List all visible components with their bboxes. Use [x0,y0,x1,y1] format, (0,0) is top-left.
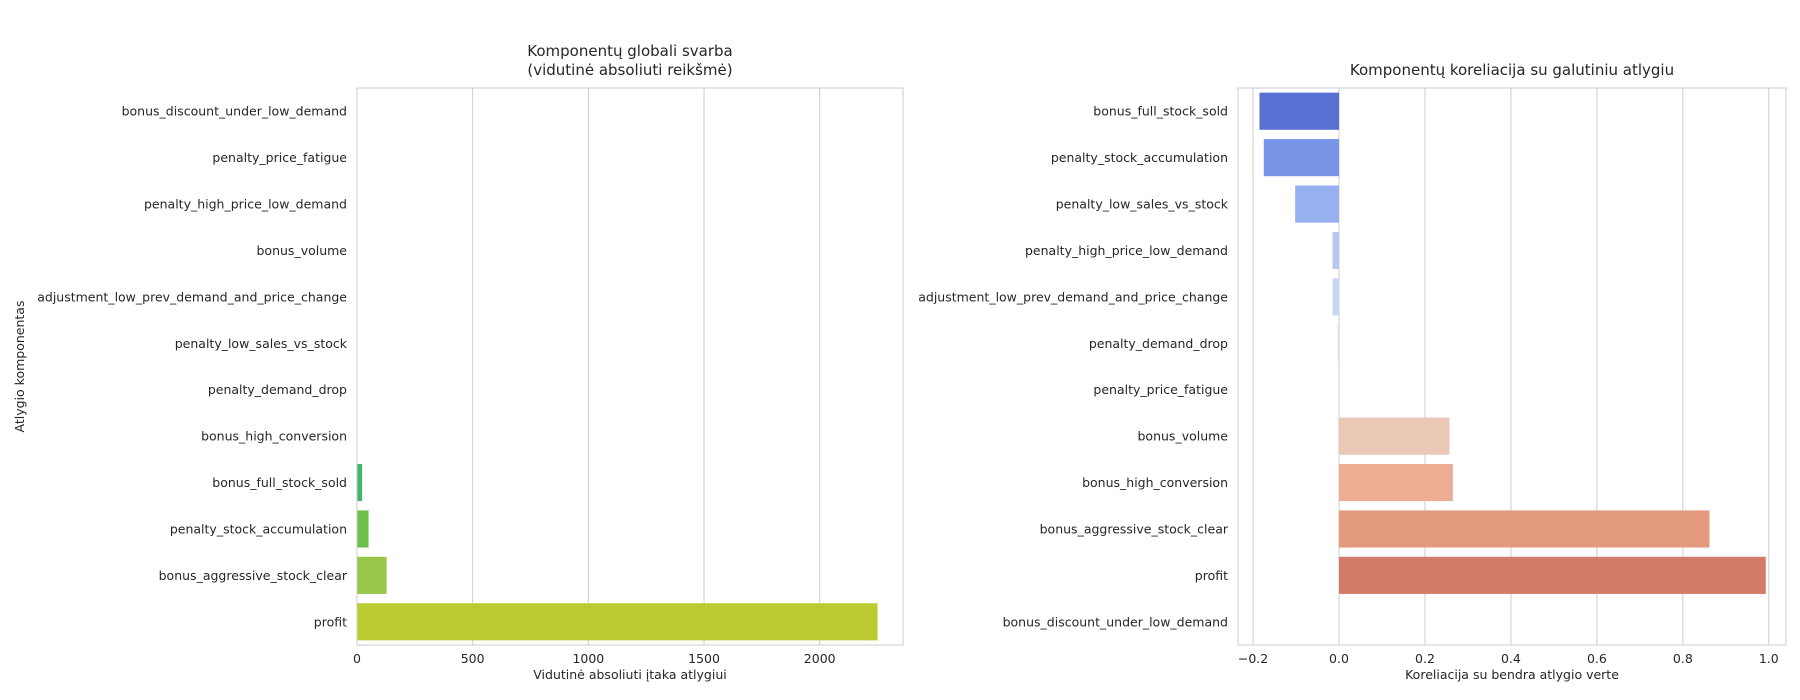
x-tick-label: 500 [461,651,485,666]
x-tick-label: 2000 [804,651,836,666]
y-tick-label: bonus_aggressive_stock_clear [1040,521,1229,536]
plot-frame [356,87,904,646]
x-tick-label: 1000 [572,651,604,666]
bar-bonus_volume [1339,417,1450,455]
bar-penalty_demand_drop [1337,324,1340,362]
y-tick-label: bonus_discount_under_low_demand [1003,614,1228,629]
y-tick-label: penalty_demand_drop [1089,336,1228,351]
y-tick-label: penalty_stock_accumulation [1051,150,1228,165]
y-tick-label: bonus_aggressive_stock_clear [159,568,348,583]
x-tick-label: 0.8 [1673,651,1693,666]
bar-adjustment_low_prev_demand_and_price_change [1332,278,1340,316]
x-axis-label: Koreliacija su bendra atlygio verte [1405,667,1619,682]
y-tick-label: penalty_price_fatigue [212,150,347,165]
y-tick-label: bonus_full_stock_sold [1093,104,1228,119]
bar-bonus_high_conversion [1339,463,1453,502]
plot-frame [1237,87,1787,646]
bar-penalty_high_price_low_demand [1332,231,1340,270]
x-tick-label: 1500 [688,651,720,666]
y-tick-label: adjustment_low_prev_demand_and_price_cha… [918,289,1228,304]
x-tick-label: 1.0 [1759,651,1779,666]
y-tick-label: profit [1195,568,1228,583]
y-tick-label: penalty_low_sales_vs_stock [175,336,348,351]
bar-bonus_aggressive_stock_clear [357,556,387,594]
x-tick-label: 0.0 [1329,651,1349,666]
bar-penalty_stock_accumulation [357,510,369,548]
bar-bonus_full_stock_sold [357,463,363,502]
y-axis-label: Atlygio komponentas [12,301,27,433]
y-tick-label: penalty_demand_drop [208,382,347,397]
y-tick-label: penalty_stock_accumulation [170,521,347,536]
bar-profit [1339,556,1766,594]
x-tick-label: 0.6 [1587,651,1607,666]
x-tick-label: −0.2 [1238,651,1268,666]
y-tick-label: profit [314,614,347,629]
chart-title: Komponentų globali svarba [527,42,732,60]
chart-2: −0.2 0.0 0.2 0.4 0.6 0.8 1.0 bonus_full_stock_s… [918,61,1787,682]
chart-title: Komponentų koreliacija su galutiniu atly… [1350,61,1674,79]
chart-title: (vidutinė absoliuti reikšmė) [527,61,732,79]
y-tick-label: bonus_high_conversion [201,429,347,444]
x-tick-label: 0.2 [1415,651,1435,666]
y-tick-label: penalty_high_price_low_demand [1025,243,1228,258]
y-tick-label: penalty_low_sales_vs_stock [1056,197,1229,212]
y-tick-label: bonus_volume [257,243,348,258]
x-tick-label: 0.4 [1501,651,1521,666]
chart-1: 0 500 1000 1500 2000 bonus_discount_under_low… [12,42,904,682]
bar-bonus_aggressive_stock_clear [1339,510,1710,548]
x-axis-label: Vidutinė absoliuti įtaka atlygiui [533,667,726,682]
y-tick-label: penalty_price_fatigue [1093,382,1228,397]
y-tick-label: bonus_volume [1138,429,1229,444]
y-tick-label: penalty_high_price_low_demand [144,197,347,212]
y-tick-label: adjustment_low_prev_demand_and_price_cha… [37,289,347,304]
y-tick-label: bonus_full_stock_sold [212,475,347,490]
y-tick-label: bonus_high_conversion [1082,475,1228,490]
bar-bonus_full_stock_sold [1259,92,1340,130]
bar-penalty_stock_accumulation [1263,139,1340,177]
y-tick-label: bonus_discount_under_low_demand [122,104,347,119]
bar-profit [357,603,878,641]
bar-penalty_low_sales_vs_stock [1295,185,1340,223]
x-tick-label: 0 [353,651,361,666]
